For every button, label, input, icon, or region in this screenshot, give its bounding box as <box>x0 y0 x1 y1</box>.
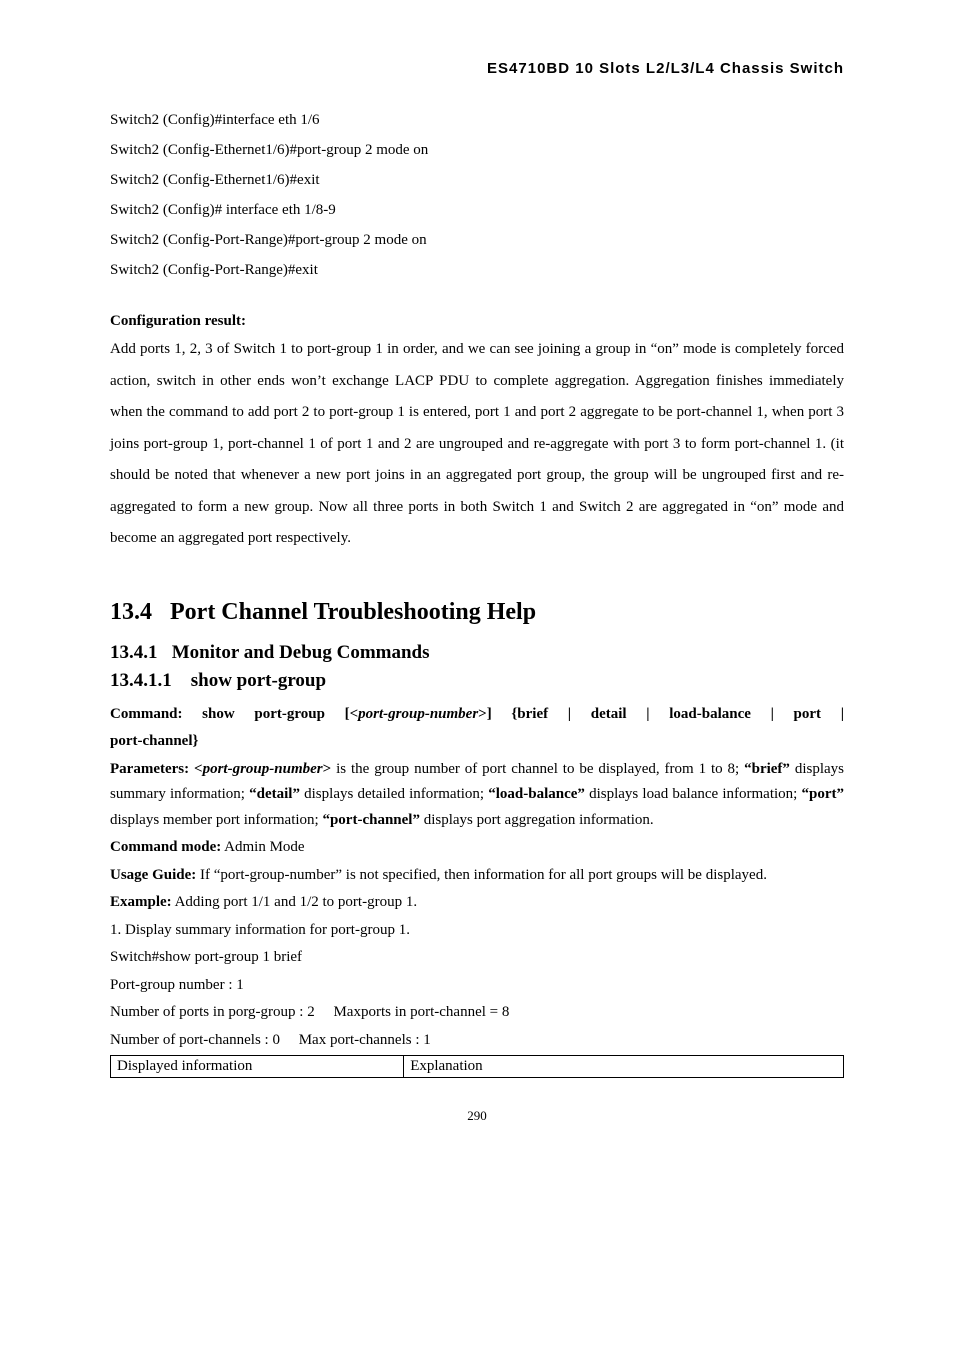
params-text-1: is the group number of port channel to b… <box>331 761 744 777</box>
param-name: port-group-number <box>203 761 323 777</box>
params-text-4: displays load balance information; <box>585 786 802 802</box>
page-header: ES4710BD 10 Slots L2/L3/L4 Chassis Switc… <box>110 60 844 77</box>
subsubsection-title: show port-group <box>191 670 326 691</box>
params-text-6: displays port aggregation information. <box>420 812 654 828</box>
cmd-line: Switch2 (Config-Port-Range)#port-group 2… <box>110 225 844 255</box>
section-heading-13-4: 13.4 Port Channel Troubleshooting Help <box>110 599 844 626</box>
command-param: port-group-number <box>358 706 478 722</box>
example-label: Example: <box>110 894 172 910</box>
output-line: Switch#show port-group 1 brief <box>110 945 844 971</box>
section-number: 13.4 <box>110 599 152 625</box>
params-text-5: displays member port information; <box>110 812 322 828</box>
subsubsection-heading-13-4-1-1: 13.4.1.1 show port-group <box>110 670 844 692</box>
output-line: 1. Display summary information for port-… <box>110 918 844 944</box>
command-block: Switch2 (Config)#interface eth 1/6 Switc… <box>110 105 844 285</box>
page-number: 290 <box>110 1108 844 1124</box>
subsection-number: 13.4.1 <box>110 642 158 663</box>
output-line: Number of port-channels : 0 Max port-cha… <box>110 1028 844 1054</box>
param-open: < <box>194 761 203 777</box>
param-load-balance: “load-balance” <box>488 786 585 802</box>
param-brief: “brief” <box>744 761 790 777</box>
config-result-body: Add ports 1, 2, 3 of Switch 1 to port-gr… <box>110 334 844 555</box>
info-table: Displayed information Explanation <box>110 1055 844 1078</box>
table-cell-displayed-info: Displayed information <box>111 1056 404 1078</box>
output-line: Number of ports in porg-group : 2 Maxpor… <box>110 1000 844 1026</box>
param-port: “port” <box>802 786 845 802</box>
cmd-line: Switch2 (Config-Ethernet1/6)#port-group … <box>110 135 844 165</box>
param-port-channel: “port-channel” <box>322 812 420 828</box>
cmd-line: Switch2 (Config)#interface eth 1/6 <box>110 105 844 135</box>
subsection-heading-13-4-1: 13.4.1 Monitor and Debug Commands <box>110 642 844 664</box>
usage-guide-spec: Usage Guide: If “port-group-number” is n… <box>110 863 844 889</box>
command-mode-label: Command mode: <box>110 839 221 855</box>
output-line: Port-group number : 1 <box>110 973 844 999</box>
parameters-label: Parameters: <box>110 761 194 777</box>
example-spec: Example: Adding port 1/1 and 1/2 to port… <box>110 890 844 916</box>
table-row: Displayed information Explanation <box>111 1056 844 1078</box>
param-close: > <box>323 761 332 777</box>
usage-guide-label: Usage Guide: <box>110 867 196 883</box>
param-detail: “detail” <box>249 786 300 802</box>
subsection-title: Monitor and Debug Commands <box>172 642 430 663</box>
cmd-line: Switch2 (Config)# interface eth 1/8-9 <box>110 195 844 225</box>
command-label: Command: show port-group [< <box>110 706 358 722</box>
section-title: Port Channel Troubleshooting Help <box>170 599 536 625</box>
parameters-spec: Parameters: <port-group-number> is the g… <box>110 757 844 834</box>
command-mode-spec: Command mode: Admin Mode <box>110 835 844 861</box>
cmd-line: Switch2 (Config-Port-Range)#exit <box>110 255 844 285</box>
config-result-heading: Configuration result: <box>110 313 844 330</box>
cmd-line: Switch2 (Config-Ethernet1/6)#exit <box>110 165 844 195</box>
command-rest-line2: port-channel} <box>110 729 844 755</box>
params-text-3: displays detailed information; <box>300 786 488 802</box>
table-cell-explanation: Explanation <box>404 1056 844 1078</box>
command-rest-inline: >] {brief | detail | load-balance | port… <box>478 706 844 722</box>
subsubsection-number: 13.4.1.1 <box>110 670 172 691</box>
example-text: Adding port 1/1 and 1/2 to port-group 1. <box>172 894 417 910</box>
usage-guide-text: If “port-group-number” is not specified,… <box>196 867 767 883</box>
command-mode-text: Admin Mode <box>221 839 304 855</box>
command-spec: Command: show port-group [<port-group-nu… <box>110 702 844 728</box>
